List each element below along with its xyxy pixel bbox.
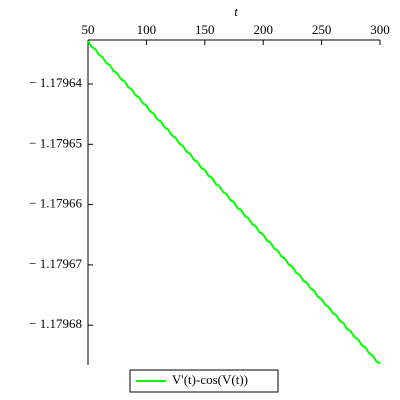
x-tick-label: 200	[253, 22, 273, 37]
x-tick-label: 300	[370, 22, 390, 37]
x-tick-label: 150	[195, 22, 215, 37]
x-tick-label: 250	[312, 22, 332, 37]
legend-box	[129, 369, 279, 393]
y-tick-label: − 1.17968	[29, 316, 82, 331]
x-tick-label: 100	[137, 22, 157, 37]
x-axis-label: t	[234, 4, 238, 19]
y-tick-label: − 1.17964	[29, 75, 82, 90]
y-tick-label: − 1.17966	[29, 196, 82, 211]
y-tick-label: − 1.17965	[29, 135, 82, 150]
y-tick-label: − 1.17967	[29, 256, 82, 271]
x-tick-label: 50	[82, 22, 95, 37]
legend-label: V'(t)-cos(V(t))	[172, 372, 248, 387]
line	[87, 40, 381, 365]
